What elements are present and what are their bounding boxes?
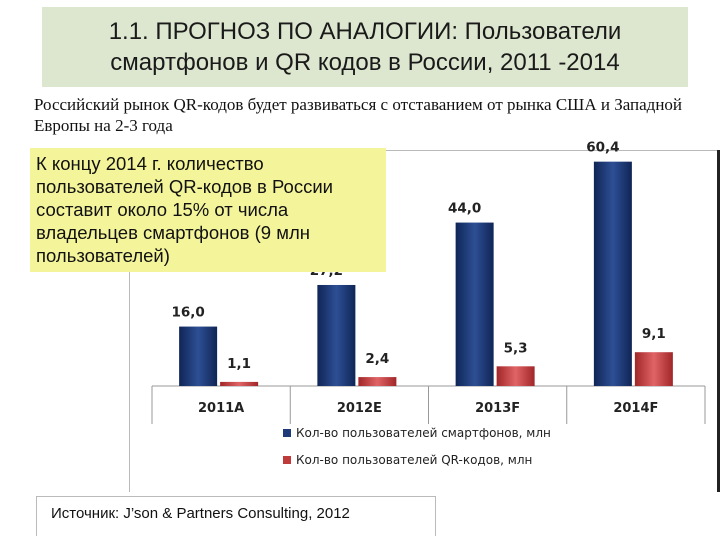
bar-qr-2011A	[220, 381, 259, 386]
data-label: 2,4	[365, 351, 389, 367]
bar-smartphones-2013F	[455, 222, 494, 386]
callout-note: К концу 2014 г. количество пользователей…	[30, 148, 386, 272]
data-label: 60,4	[586, 140, 619, 156]
title-box: 1.1. ПРОГНОЗ ПО АНАЛОГИИ: Пользователи с…	[42, 7, 688, 87]
data-label: 5,3	[504, 340, 528, 356]
bar-qr-2014F	[634, 352, 673, 386]
bar-smartphones-2014F	[593, 161, 632, 386]
category-label-2011A: 2011A	[198, 401, 244, 416]
category-label-2013F: 2013F	[475, 401, 520, 416]
bar-qr-2013F	[496, 366, 535, 386]
frame-edge	[717, 150, 720, 492]
legend-entry-0: Кол-во пользователей смартфонов, млн	[296, 426, 551, 440]
legend-swatch-1	[283, 456, 291, 464]
bar-smartphones-2012E	[317, 284, 356, 386]
legend-swatch-0	[283, 429, 291, 437]
source-note: Источник: J’son & Partners Consulting, 2…	[36, 496, 436, 536]
bar-qr-2012E	[358, 377, 397, 386]
data-label: 9,1	[642, 326, 666, 342]
bar-smartphones-2011A	[179, 326, 218, 386]
data-label: 1,1	[227, 356, 251, 372]
subtitle: Российский рынок QR-кодов будет развиват…	[34, 95, 683, 135]
category-label-2012E: 2012E	[337, 401, 382, 416]
category-label-2014F: 2014F	[613, 401, 658, 416]
page-title: 1.1. ПРОГНОЗ ПО АНАЛОГИИ: Пользователи с…	[108, 18, 622, 76]
data-label: 16,0	[171, 305, 204, 321]
legend-entry-1: Кол-во пользователей QR-кодов, млн	[296, 453, 532, 467]
data-label: 44,0	[448, 201, 481, 217]
